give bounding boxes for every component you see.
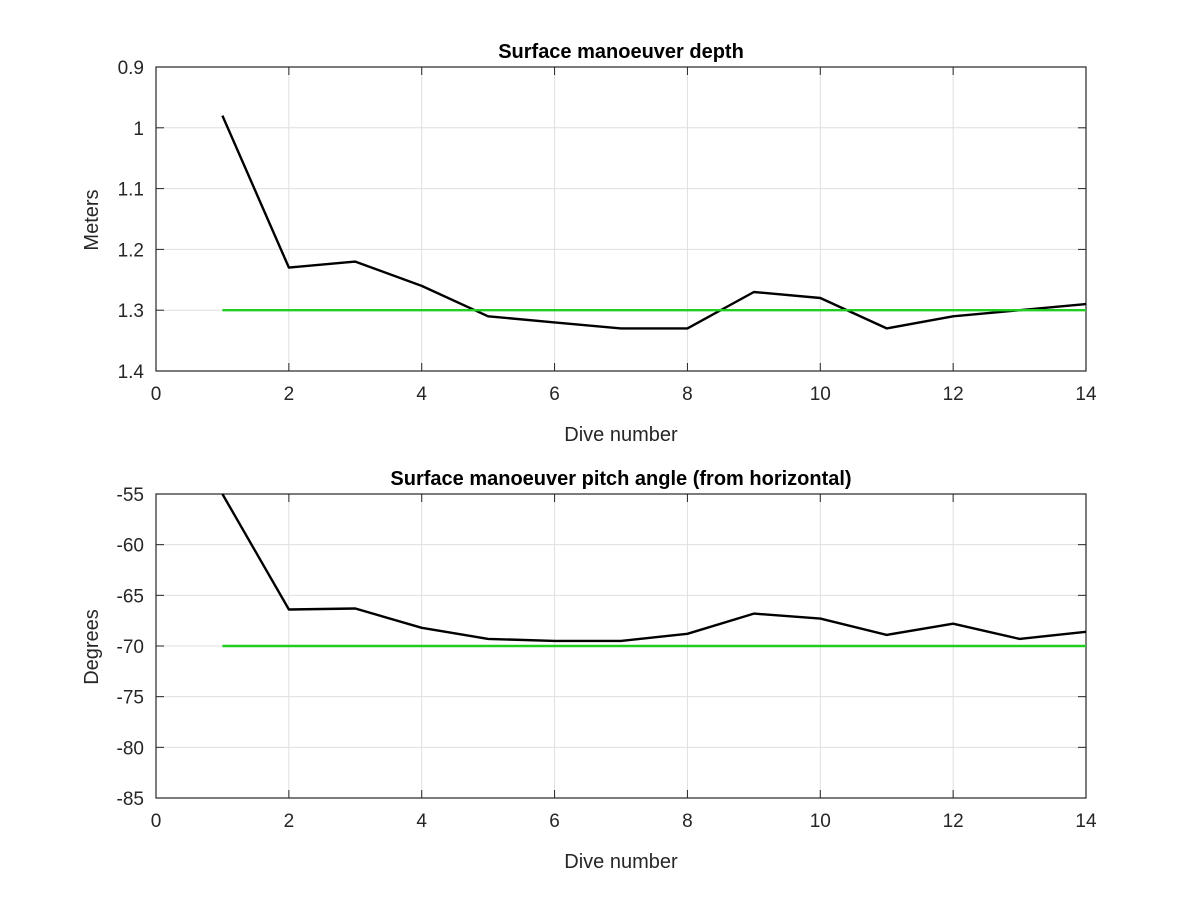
depth-chart-xtick-label: 2: [284, 384, 295, 405]
depth-chart-xtick-label: 0: [151, 384, 162, 405]
pitch-chart-measured-line: [221, 493, 1087, 643]
pitch-chart-ytick-label: -60: [117, 536, 144, 557]
pitch-chart-xtick-label: 2: [284, 811, 295, 832]
pitch-chart-ylabel: Degrees: [81, 609, 103, 685]
pitch-chart-xlabel: Dive number: [564, 851, 678, 873]
depth-chart-ytick-label: 0.9: [118, 58, 144, 79]
pitch-chart-ytick-label: -75: [117, 688, 144, 709]
pitch-chart-ytick-label: -55: [117, 485, 144, 506]
depth-chart-ytick-label: 1: [133, 119, 144, 140]
depth-chart-xtick-label: 6: [549, 384, 560, 405]
depth-chart-xtick-label: 10: [810, 384, 831, 405]
pitch-chart-xtick-label: 10: [810, 811, 831, 832]
depth-chart-ytick-label: 1.3: [118, 301, 144, 322]
pitch-chart-ytick-label: -80: [117, 738, 144, 759]
depth-chart-xtick-label: 8: [682, 384, 693, 405]
pitch-chart-xtick-label: 12: [943, 811, 964, 832]
depth-chart-measured-line: [221, 115, 1087, 330]
pitch-chart-title: Surface manoeuver pitch angle (from hori…: [390, 468, 851, 490]
pitch-chart-xtick-label: 4: [416, 811, 427, 832]
pitch-chart-ytick-label: -70: [117, 637, 144, 658]
depth-chart: Surface manoeuver depth Dive number Mete…: [81, 41, 1097, 446]
pitch-chart-xtick-label: 6: [549, 811, 560, 832]
pitch-chart-ytick-label: -85: [117, 789, 144, 810]
pitch-chart-xtick-label: 8: [682, 811, 693, 832]
pitch-chart-ytick-label: -65: [117, 586, 144, 607]
depth-chart-ytick-label: 1.2: [118, 240, 144, 261]
depth-chart-ytick-label: 1.1: [118, 180, 144, 201]
depth-chart-axes-box: [155, 66, 1087, 372]
depth-chart-xtick-label: 4: [416, 384, 427, 405]
depth-chart-xtick-label: 14: [1075, 384, 1097, 405]
depth-chart-xtick-label: 12: [943, 384, 964, 405]
pitch-chart: Surface manoeuver pitch angle (from hori…: [81, 468, 1097, 873]
depth-chart-ytick-label: 1.4: [118, 362, 145, 383]
depth-chart-title: Surface manoeuver depth: [498, 41, 744, 63]
depth-chart-xlabel: Dive number: [564, 424, 678, 446]
pitch-chart-xtick-label: 0: [151, 811, 162, 832]
depth-chart-ylabel: Meters: [81, 189, 103, 250]
pitch-chart-xtick-label: 14: [1075, 811, 1097, 832]
